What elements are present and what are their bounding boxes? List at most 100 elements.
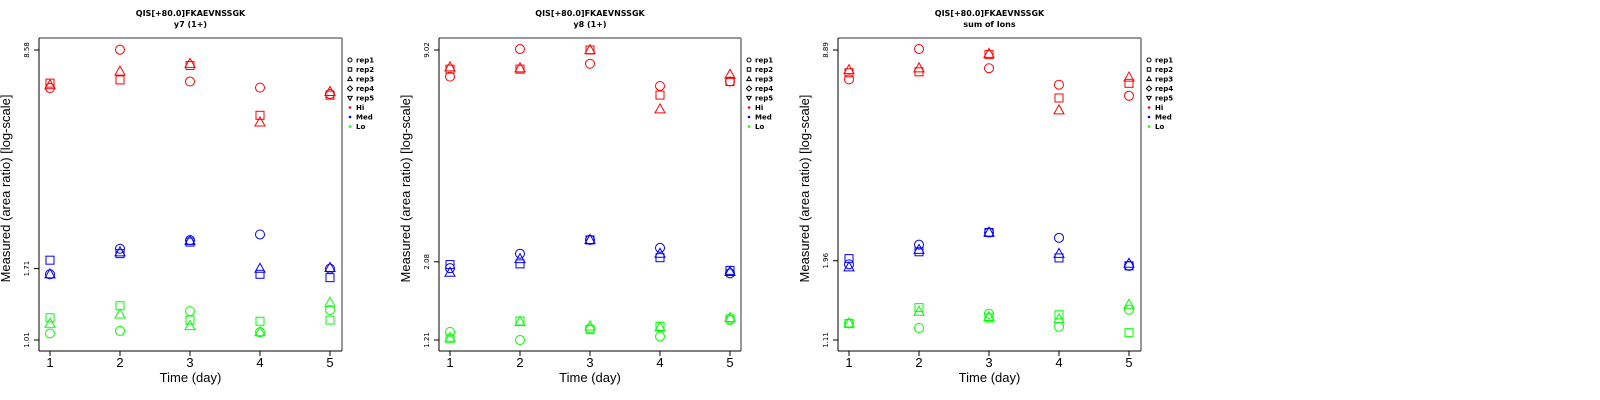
data-point-hi-rep3 bbox=[654, 102, 666, 114]
data-point-med-rep1 bbox=[515, 248, 525, 259]
legend-symbol-rep5 bbox=[346, 95, 354, 102]
legend-symbol-rep2 bbox=[347, 67, 353, 72]
legend-label-rep3: rep3 bbox=[1155, 76, 1173, 84]
data-point-med-rep3 bbox=[584, 233, 596, 245]
chart-title: QIS[+80.0]FKAEVNSSGK bbox=[535, 9, 645, 18]
data-point-hi-rep2 bbox=[255, 110, 265, 120]
data-point-lo-rep3 bbox=[843, 317, 855, 328]
data-point-hi-rep1 bbox=[914, 44, 924, 55]
data-point-lo-rep1 bbox=[655, 331, 665, 342]
legend-label-lo: Lo bbox=[1155, 123, 1164, 131]
legend-label-rep4: rep4 bbox=[356, 85, 374, 93]
y-tick-label: 8.89 bbox=[822, 42, 830, 58]
legend-symbol-med bbox=[348, 115, 352, 119]
y-tick-label: 1.21 bbox=[423, 332, 431, 348]
x-axis-label: Time (day) bbox=[959, 370, 1021, 385]
data-point-hi-rep2 bbox=[725, 77, 735, 87]
legend-label-lo: Lo bbox=[755, 123, 764, 131]
legend-label-rep5: rep5 bbox=[356, 95, 374, 103]
data-point-lo-rep3 bbox=[184, 319, 196, 331]
data-point-med-rep1 bbox=[255, 229, 265, 240]
data-point-lo-rep1 bbox=[1054, 321, 1064, 332]
data-point-lo-rep1 bbox=[185, 306, 195, 317]
legend-symbol-rep3 bbox=[346, 75, 354, 82]
data-point-med-rep1 bbox=[725, 268, 735, 279]
data-point-med-rep1 bbox=[115, 243, 125, 254]
y-tick-label: 2.08 bbox=[423, 254, 431, 270]
data-point-lo-rep3 bbox=[254, 325, 266, 337]
data-point-lo-rep2 bbox=[45, 313, 55, 323]
data-point-hi-rep3 bbox=[444, 60, 456, 72]
x-tick-label: 4 bbox=[656, 355, 663, 370]
data-point-hi-rep3 bbox=[843, 63, 855, 75]
data-point-hi-rep3 bbox=[724, 68, 736, 79]
data-point-med-rep1 bbox=[844, 259, 854, 270]
data-point-med-rep3 bbox=[44, 267, 56, 279]
legend-label-rep2: rep2 bbox=[356, 66, 374, 74]
data-point-lo-rep1 bbox=[115, 325, 125, 336]
data-point-lo-rep3 bbox=[913, 305, 925, 316]
data-point-lo-rep1 bbox=[1124, 304, 1134, 315]
y-axis-label: Measured (area ratio) [log-scale] bbox=[797, 95, 812, 283]
chart-title: QIS[+80.0]FKAEVNSSGK bbox=[136, 9, 246, 18]
legend-label-rep2: rep2 bbox=[1155, 66, 1173, 74]
data-point-lo-rep3 bbox=[983, 310, 995, 322]
y-tick-label: 9.02 bbox=[423, 42, 431, 58]
data-point-lo-rep3 bbox=[444, 331, 456, 342]
legend-symbol-lo bbox=[1147, 125, 1151, 128]
data-point-lo-rep3 bbox=[114, 307, 126, 319]
x-tick-label: 5 bbox=[1125, 355, 1132, 370]
x-tick-label: 2 bbox=[116, 355, 123, 370]
data-point-lo-rep2 bbox=[1124, 328, 1134, 338]
legend-label-rep5: rep5 bbox=[1155, 95, 1173, 103]
data-point-hi-rep3 bbox=[44, 78, 56, 90]
x-tick-label: 2 bbox=[915, 355, 922, 370]
data-point-lo-rep3 bbox=[1053, 312, 1065, 324]
data-point-hi-rep3 bbox=[1053, 103, 1065, 115]
y-tick-label: 1.01 bbox=[23, 332, 31, 348]
data-point-med-rep3 bbox=[1123, 257, 1135, 268]
data-point-med-rep2 bbox=[255, 269, 265, 279]
data-point-hi-rep1 bbox=[445, 71, 455, 82]
data-point-lo-rep3 bbox=[324, 296, 336, 307]
data-point-med-rep3 bbox=[1053, 247, 1065, 258]
legend-symbol-rep4 bbox=[745, 85, 753, 92]
legend-label-rep1: rep1 bbox=[356, 57, 374, 65]
legend-symbol-rep2 bbox=[746, 67, 752, 72]
data-point-lo-rep2 bbox=[325, 315, 335, 325]
legend-symbol-lo bbox=[348, 125, 352, 128]
x-tick-label: 4 bbox=[256, 355, 263, 370]
legend-label-rep3: rep3 bbox=[755, 76, 773, 84]
chart-panel-1: QIS[+80.0]FKAEVNSSGK y7 (1+) 1.01 1.71 8.58 1… bbox=[0, 9, 374, 385]
data-point-med-rep2 bbox=[515, 259, 525, 269]
x-tick-label: 2 bbox=[516, 355, 523, 370]
chart-panel-3: QIS[+80.0]FKAEVNSSGK sum of Ions 1.11 1.96 8… bbox=[797, 9, 1173, 385]
data-point-hi-rep1 bbox=[515, 44, 525, 55]
data-point-lo-rep3 bbox=[584, 319, 596, 331]
data-point-lo-rep3 bbox=[724, 311, 736, 323]
x-tick-label: 5 bbox=[326, 355, 333, 370]
x-tick-label: 3 bbox=[586, 355, 593, 370]
data-point-lo-rep1 bbox=[515, 335, 525, 345]
chart-subtitle: y8 (1+) bbox=[573, 20, 606, 29]
data-point-hi-rep1 bbox=[1054, 79, 1064, 90]
data-point-hi-rep2 bbox=[1054, 93, 1064, 103]
legend-label-hi: Hi bbox=[356, 104, 364, 112]
legend-symbol-rep5 bbox=[1145, 95, 1153, 102]
data-point-med-rep3 bbox=[983, 226, 995, 237]
chart-panel-2: QIS[+80.0]FKAEVNSSGK y8 (1+) 1.21 2.08 9.02 1… bbox=[398, 9, 773, 385]
data-point-med-rep3 bbox=[654, 247, 666, 258]
data-point-lo-rep3 bbox=[514, 315, 526, 327]
data-point-med-rep2 bbox=[445, 260, 455, 270]
legend-label-med: Med bbox=[356, 114, 373, 122]
x-axis-label: Time (day) bbox=[160, 370, 222, 385]
legend-label-hi: Hi bbox=[755, 104, 763, 112]
data-point-hi-rep2 bbox=[1124, 78, 1134, 88]
y-axis-label: Measured (area ratio) [log-scale] bbox=[0, 95, 13, 283]
data-point-lo-rep2 bbox=[185, 315, 195, 325]
x-tick-label: 5 bbox=[726, 355, 733, 370]
data-point-med-rep1 bbox=[325, 263, 335, 274]
data-point-hi-rep1 bbox=[844, 74, 854, 85]
